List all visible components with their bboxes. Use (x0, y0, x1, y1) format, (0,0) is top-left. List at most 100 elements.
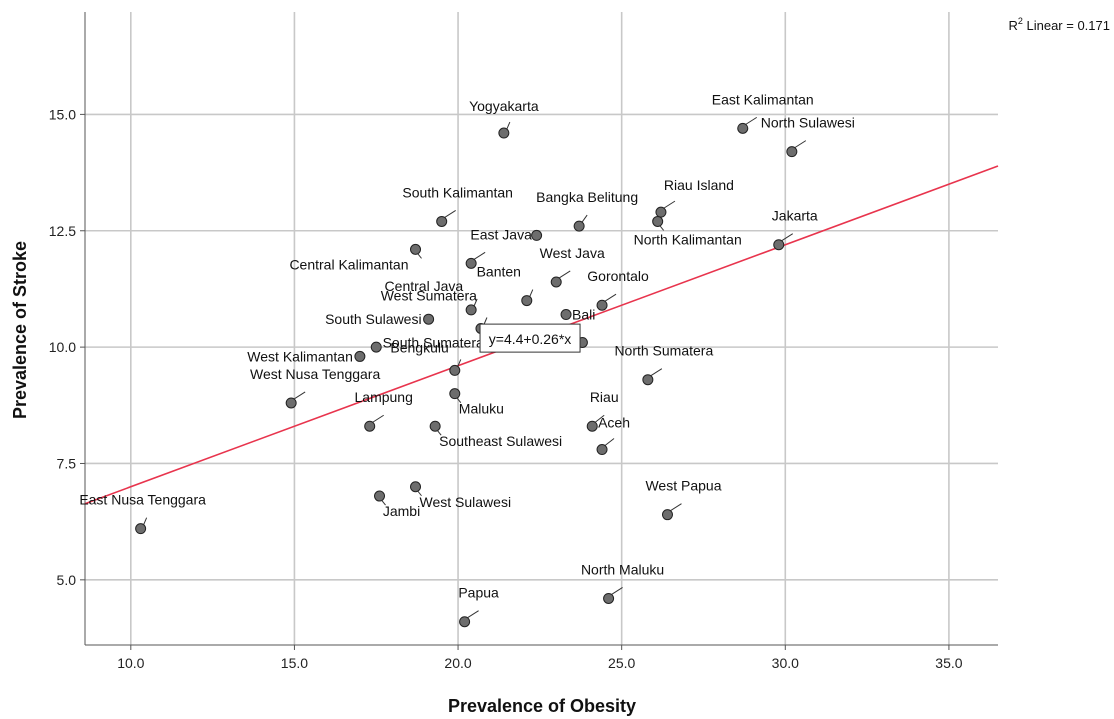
data-point (135, 523, 147, 535)
data-point (773, 239, 785, 251)
point-label: Gorontalo (587, 268, 649, 284)
point-label: West Papua (645, 478, 721, 494)
point-label: Central Kalimantan (289, 256, 408, 272)
y-tick-label: 5.0 (57, 572, 77, 588)
point-label: North Sulawesi (761, 115, 855, 131)
data-point (410, 243, 422, 255)
point-label: Yogyakarta (469, 98, 539, 114)
data-point (370, 341, 382, 353)
point-label: North Sumatera (614, 343, 713, 359)
label-leader (417, 253, 422, 259)
label-leader (781, 233, 794, 242)
r2-annotation: R2 Linear = 0.171 (1008, 16, 1110, 33)
data-point (596, 444, 608, 456)
x-tick-label: 20.0 (444, 655, 471, 671)
label-leader (473, 298, 478, 307)
point-label: Banten (477, 264, 521, 280)
label-leader (417, 490, 422, 497)
data-point (449, 364, 461, 376)
point-label: Bali (572, 307, 595, 323)
data-point (531, 229, 543, 241)
data-point (560, 309, 572, 321)
data-point (449, 388, 461, 400)
data-point (285, 397, 297, 409)
x-tick-label: 30.0 (772, 655, 799, 671)
label-leader (659, 225, 665, 231)
data-point (603, 592, 615, 604)
point-label: Bangka Belitung (536, 189, 638, 205)
y-tick-label: 10.0 (49, 339, 76, 355)
label-leader (745, 116, 758, 125)
data-point (465, 257, 477, 269)
data-point (498, 127, 510, 139)
label-leader (794, 140, 807, 149)
label-leader (467, 610, 479, 619)
axes: 10.0 15.0 20.0 25.0 30.0 35.0 5.0 7.5 10.0 12.5 15… (49, 12, 998, 671)
y-axis-title: Prevalence of Stroke (10, 241, 30, 419)
point-label: North Maluku (581, 561, 664, 577)
label-leader (594, 414, 605, 423)
data-point (364, 420, 376, 432)
point-label: Jakarta (772, 208, 818, 224)
data-point (436, 215, 448, 227)
point-label: South Sulawesi (325, 311, 422, 327)
point-label: Lampung (355, 389, 413, 405)
y-tick-label: 12.5 (49, 223, 76, 239)
point-label: West Sulawesi (420, 494, 512, 510)
y-tick-label: 15.0 (49, 106, 76, 122)
label-leader (529, 289, 534, 297)
data-point (374, 490, 386, 502)
point-label: South Kalimantan (402, 184, 513, 200)
label-leader (670, 503, 682, 512)
data-point (429, 420, 441, 432)
data-point (737, 122, 749, 134)
point-label: Maluku (459, 401, 504, 417)
equation-frame (479, 323, 581, 353)
label-leader (611, 587, 623, 595)
data-point (459, 616, 471, 628)
label-leader (663, 200, 676, 209)
point-label: West Kalimantan (247, 348, 353, 364)
point-label: Southeast Sulawesi (439, 433, 562, 449)
point-label: West Sumatera (381, 288, 477, 304)
point-labels: Yogyakarta East Kalimantan North Sulawesi S… (79, 91, 855, 619)
x-tick-label: 15.0 (281, 655, 308, 671)
label-leader (604, 293, 617, 302)
label-leader (143, 517, 148, 525)
data-point (652, 215, 664, 227)
r2-value: Linear = 0.171 (1023, 18, 1110, 33)
label-leader (558, 270, 571, 279)
point-label: East Java (470, 226, 532, 242)
label-leader (473, 251, 486, 260)
data-point (521, 295, 533, 307)
point-label: Riau Island (664, 177, 734, 193)
data-point (786, 146, 798, 158)
data-point (354, 350, 366, 362)
point-label: Central Java (385, 278, 464, 294)
data-point (573, 220, 585, 232)
x-tick-label: 25.0 (608, 655, 635, 671)
data-point (550, 276, 562, 288)
r2-superscript: 2 (1018, 16, 1023, 26)
point-label: East Kalimantan (712, 91, 814, 107)
data-point (586, 420, 598, 432)
points (135, 122, 798, 628)
label-leader (456, 397, 462, 403)
data-point (642, 374, 654, 386)
point-label: West Nusa Tenggara (250, 366, 380, 382)
y-tick-label: 7.5 (57, 455, 77, 471)
data-point (410, 481, 422, 493)
label-leader (581, 214, 588, 223)
label-leader (293, 391, 306, 400)
point-label: East Nusa Tenggara (79, 492, 206, 508)
data-point (465, 304, 477, 316)
label-leader (381, 499, 386, 506)
point-label: West Java (540, 245, 605, 261)
x-tick-label: 35.0 (935, 655, 962, 671)
point-label: Bengkulu (390, 339, 448, 355)
point-label: South Sumatera (383, 334, 484, 350)
data-point (423, 313, 435, 325)
label-leader (372, 414, 384, 423)
equation-text: y=4.4+0.26*x (489, 331, 572, 347)
